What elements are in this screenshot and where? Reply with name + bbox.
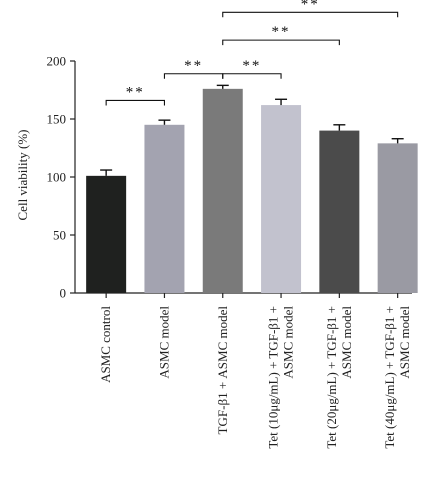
y-tick-label: 200 — [47, 54, 67, 69]
x-tick-label: ASMC model — [281, 306, 296, 379]
y-tick-label: 0 — [60, 286, 67, 301]
bar — [261, 105, 302, 293]
significance-label: ** — [272, 24, 291, 40]
y-tick-label: 150 — [47, 112, 67, 127]
y-tick-label: 50 — [53, 228, 66, 243]
significance-label: ** — [301, 0, 320, 12]
significance-bracket — [222, 11, 399, 18]
axes: 0 50 100 150 200 — [47, 54, 412, 301]
y-axis-label: Cell viability (%) — [15, 130, 30, 221]
significance-label: ** — [126, 84, 145, 100]
x-tick-label: ASMC model — [397, 306, 412, 379]
x-tick-label: ASMC control — [98, 306, 113, 383]
significance-label: ** — [242, 58, 261, 74]
x-tick-label: TGF-β1 + ASMC model — [215, 306, 230, 435]
bar — [319, 130, 360, 293]
bar — [202, 88, 243, 293]
x-tick-label: Tet (20μg/mL) + TGF-β1 + — [324, 306, 339, 449]
x-tick-label: Tet (10μg/mL) + TGF-β1 + — [266, 306, 281, 449]
significance-bracket — [222, 39, 340, 46]
x-tick-label: ASMC model — [339, 306, 354, 379]
significance-bracket — [163, 73, 224, 79]
x-tick-labels: ASMC control ASMC model TGF-β1 + ASMC mode… — [98, 306, 412, 449]
significance-bracket — [222, 73, 282, 79]
x-tick-label: Tet (40μg/mL) + TGF-β1 + — [382, 306, 397, 449]
bar — [377, 143, 418, 293]
significance-brackets: ** ** ** ** ** — [105, 0, 399, 106]
bar — [144, 124, 185, 293]
significance-label: ** — [184, 58, 203, 74]
significance-bracket — [105, 99, 165, 106]
x-tick-label: ASMC model — [156, 306, 171, 379]
bar — [86, 175, 127, 293]
bars — [86, 84, 418, 293]
y-tick-label: 100 — [47, 170, 67, 185]
